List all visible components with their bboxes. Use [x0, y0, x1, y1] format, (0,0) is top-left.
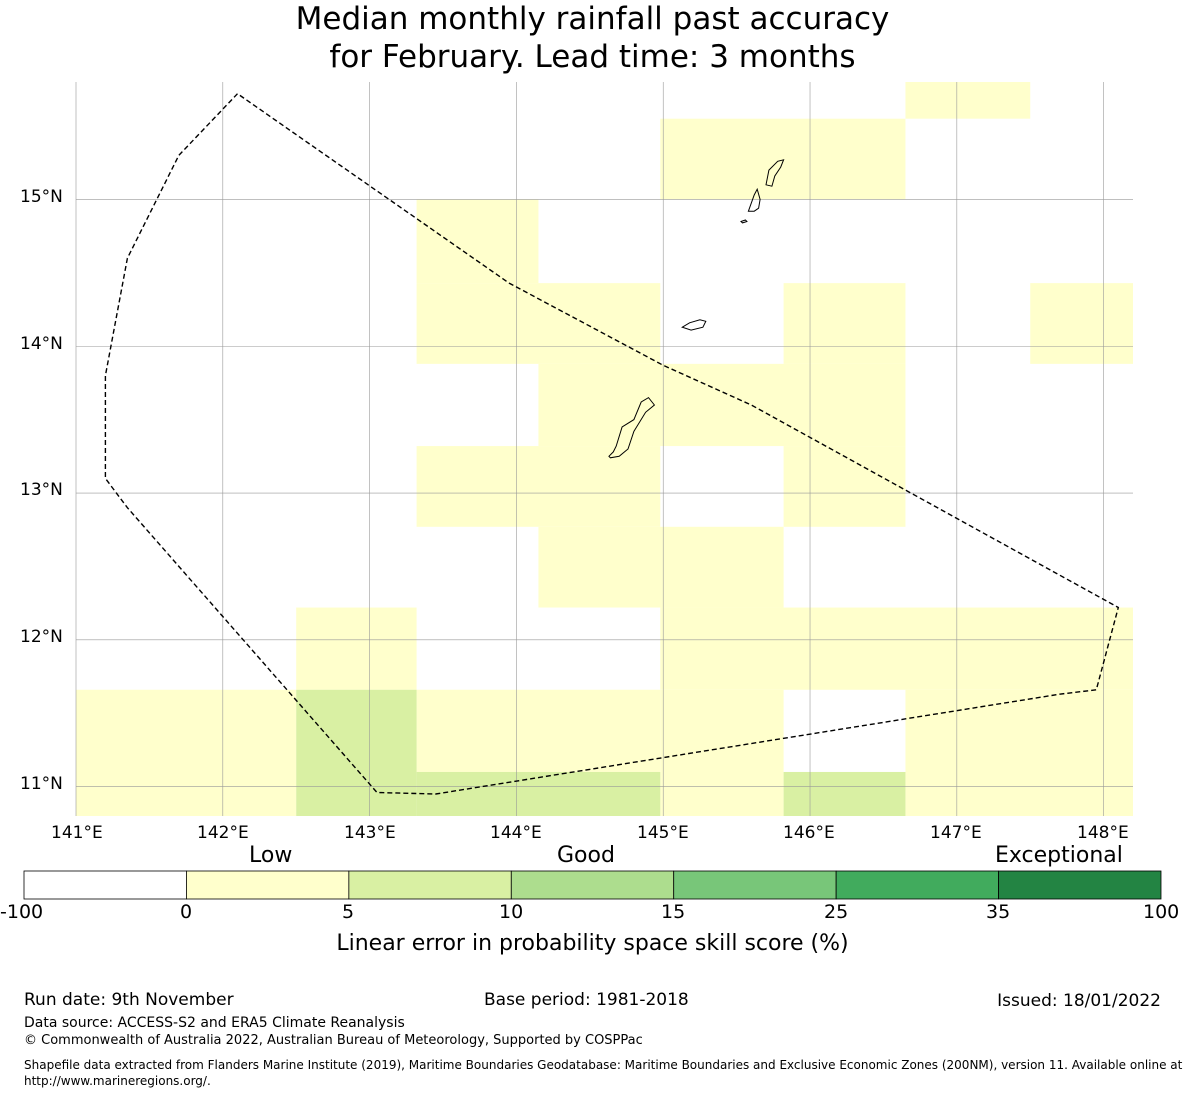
legend-tick-label: 5: [342, 901, 355, 923]
graticule-layer: [75, 82, 1133, 816]
skill-cell: [416, 446, 661, 527]
skill-cell: [783, 771, 906, 816]
skill-cell: [416, 199, 539, 284]
skill-cell: [416, 771, 661, 816]
legend-category-good: Good: [557, 843, 615, 868]
lat-tick-label: 13°N: [20, 480, 63, 500]
legend-tick-label: 25: [824, 901, 849, 923]
skill-cell: [660, 607, 1133, 690]
skill-cell: [783, 446, 906, 527]
legend-swatch: [510, 870, 675, 900]
copyright: © Commonwealth of Australia 2022, Austra…: [24, 1033, 643, 1048]
legend-swatch: [23, 870, 187, 900]
map-figure: [23, 82, 1162, 900]
lon-tick-label: 141°E: [51, 823, 103, 843]
skill-cell: [660, 118, 906, 200]
island-outline: [681, 319, 707, 331]
legend-swatch: [835, 870, 999, 900]
skill-cell: [783, 283, 906, 364]
base-period: Base period: 1981-2018: [484, 990, 689, 1010]
title-line-1: Median monthly rainfall past accuracy: [295, 1, 890, 37]
legend-tick-label: 10: [499, 901, 524, 923]
skill-cell: [296, 689, 417, 816]
skill-cell: [416, 689, 661, 772]
island-outline: [740, 219, 748, 224]
island-outline: [608, 396, 656, 459]
lon-tick-label: 146°E: [783, 823, 835, 843]
lon-tick-label: 143°E: [344, 823, 396, 843]
skill-cell: [1030, 283, 1133, 364]
legend-tick-label: -100: [0, 901, 44, 923]
legend-swatch: [186, 870, 350, 900]
lat-tick-label: 15°N: [20, 187, 63, 207]
legend-tick-label: 15: [661, 901, 686, 923]
legend-swatch: [673, 870, 837, 900]
legend-tick-label: 100: [1143, 901, 1180, 923]
lat-tick-label: 14°N: [20, 334, 63, 354]
legend-category-exceptional: Exceptional: [995, 843, 1123, 868]
lat-tick-label: 12°N: [20, 627, 63, 647]
eez-boundary-layer: [104, 93, 1120, 795]
islands-layer: [608, 159, 785, 459]
skill-cell: [538, 363, 906, 447]
lon-tick-label: 148°E: [1077, 823, 1129, 843]
legend-category-low: Low: [249, 843, 293, 868]
title-line-2: for February. Lead time: 3 months: [329, 39, 856, 75]
lon-tick-label: 142°E: [197, 823, 249, 843]
legend-swatch: [998, 870, 1162, 900]
lon-tick-label: 147°E: [930, 823, 982, 843]
shapefile-attribution: Shapefile data extracted from Flanders M…: [24, 1058, 1183, 1088]
run-date: Run date: 9th November: [24, 990, 234, 1010]
skill-cell: [296, 607, 417, 690]
lon-tick-label: 145°E: [637, 823, 689, 843]
legend-tick-label: 35: [986, 901, 1011, 923]
legend-swatch: [348, 870, 512, 900]
skill-cell: [660, 689, 784, 816]
data-source: Data source: ACCESS-S2 and ERA5 Climate …: [24, 1015, 405, 1031]
skill-cell: [538, 526, 784, 608]
chart-title: Median monthly rainfall past accuracy fo…: [0, 0, 1185, 76]
issued-date: Issued: 18/01/2022: [997, 991, 1161, 1011]
colorbar-legend: [23, 870, 1162, 900]
island-outline: [747, 187, 761, 212]
legend-axis-label: Linear error in probability space skill …: [336, 931, 849, 956]
skill-cells-layer: [76, 82, 1133, 816]
legend-tick-label: 0: [180, 901, 193, 923]
lat-tick-label: 11°N: [20, 774, 63, 794]
skill-cell: [416, 283, 661, 364]
skill-cell: [905, 82, 1031, 119]
eez-boundary-line: [104, 93, 1120, 795]
island-outline: [765, 159, 785, 187]
lon-tick-label: 144°E: [490, 823, 542, 843]
skill-cell: [76, 689, 297, 816]
skill-cell: [905, 689, 1133, 816]
